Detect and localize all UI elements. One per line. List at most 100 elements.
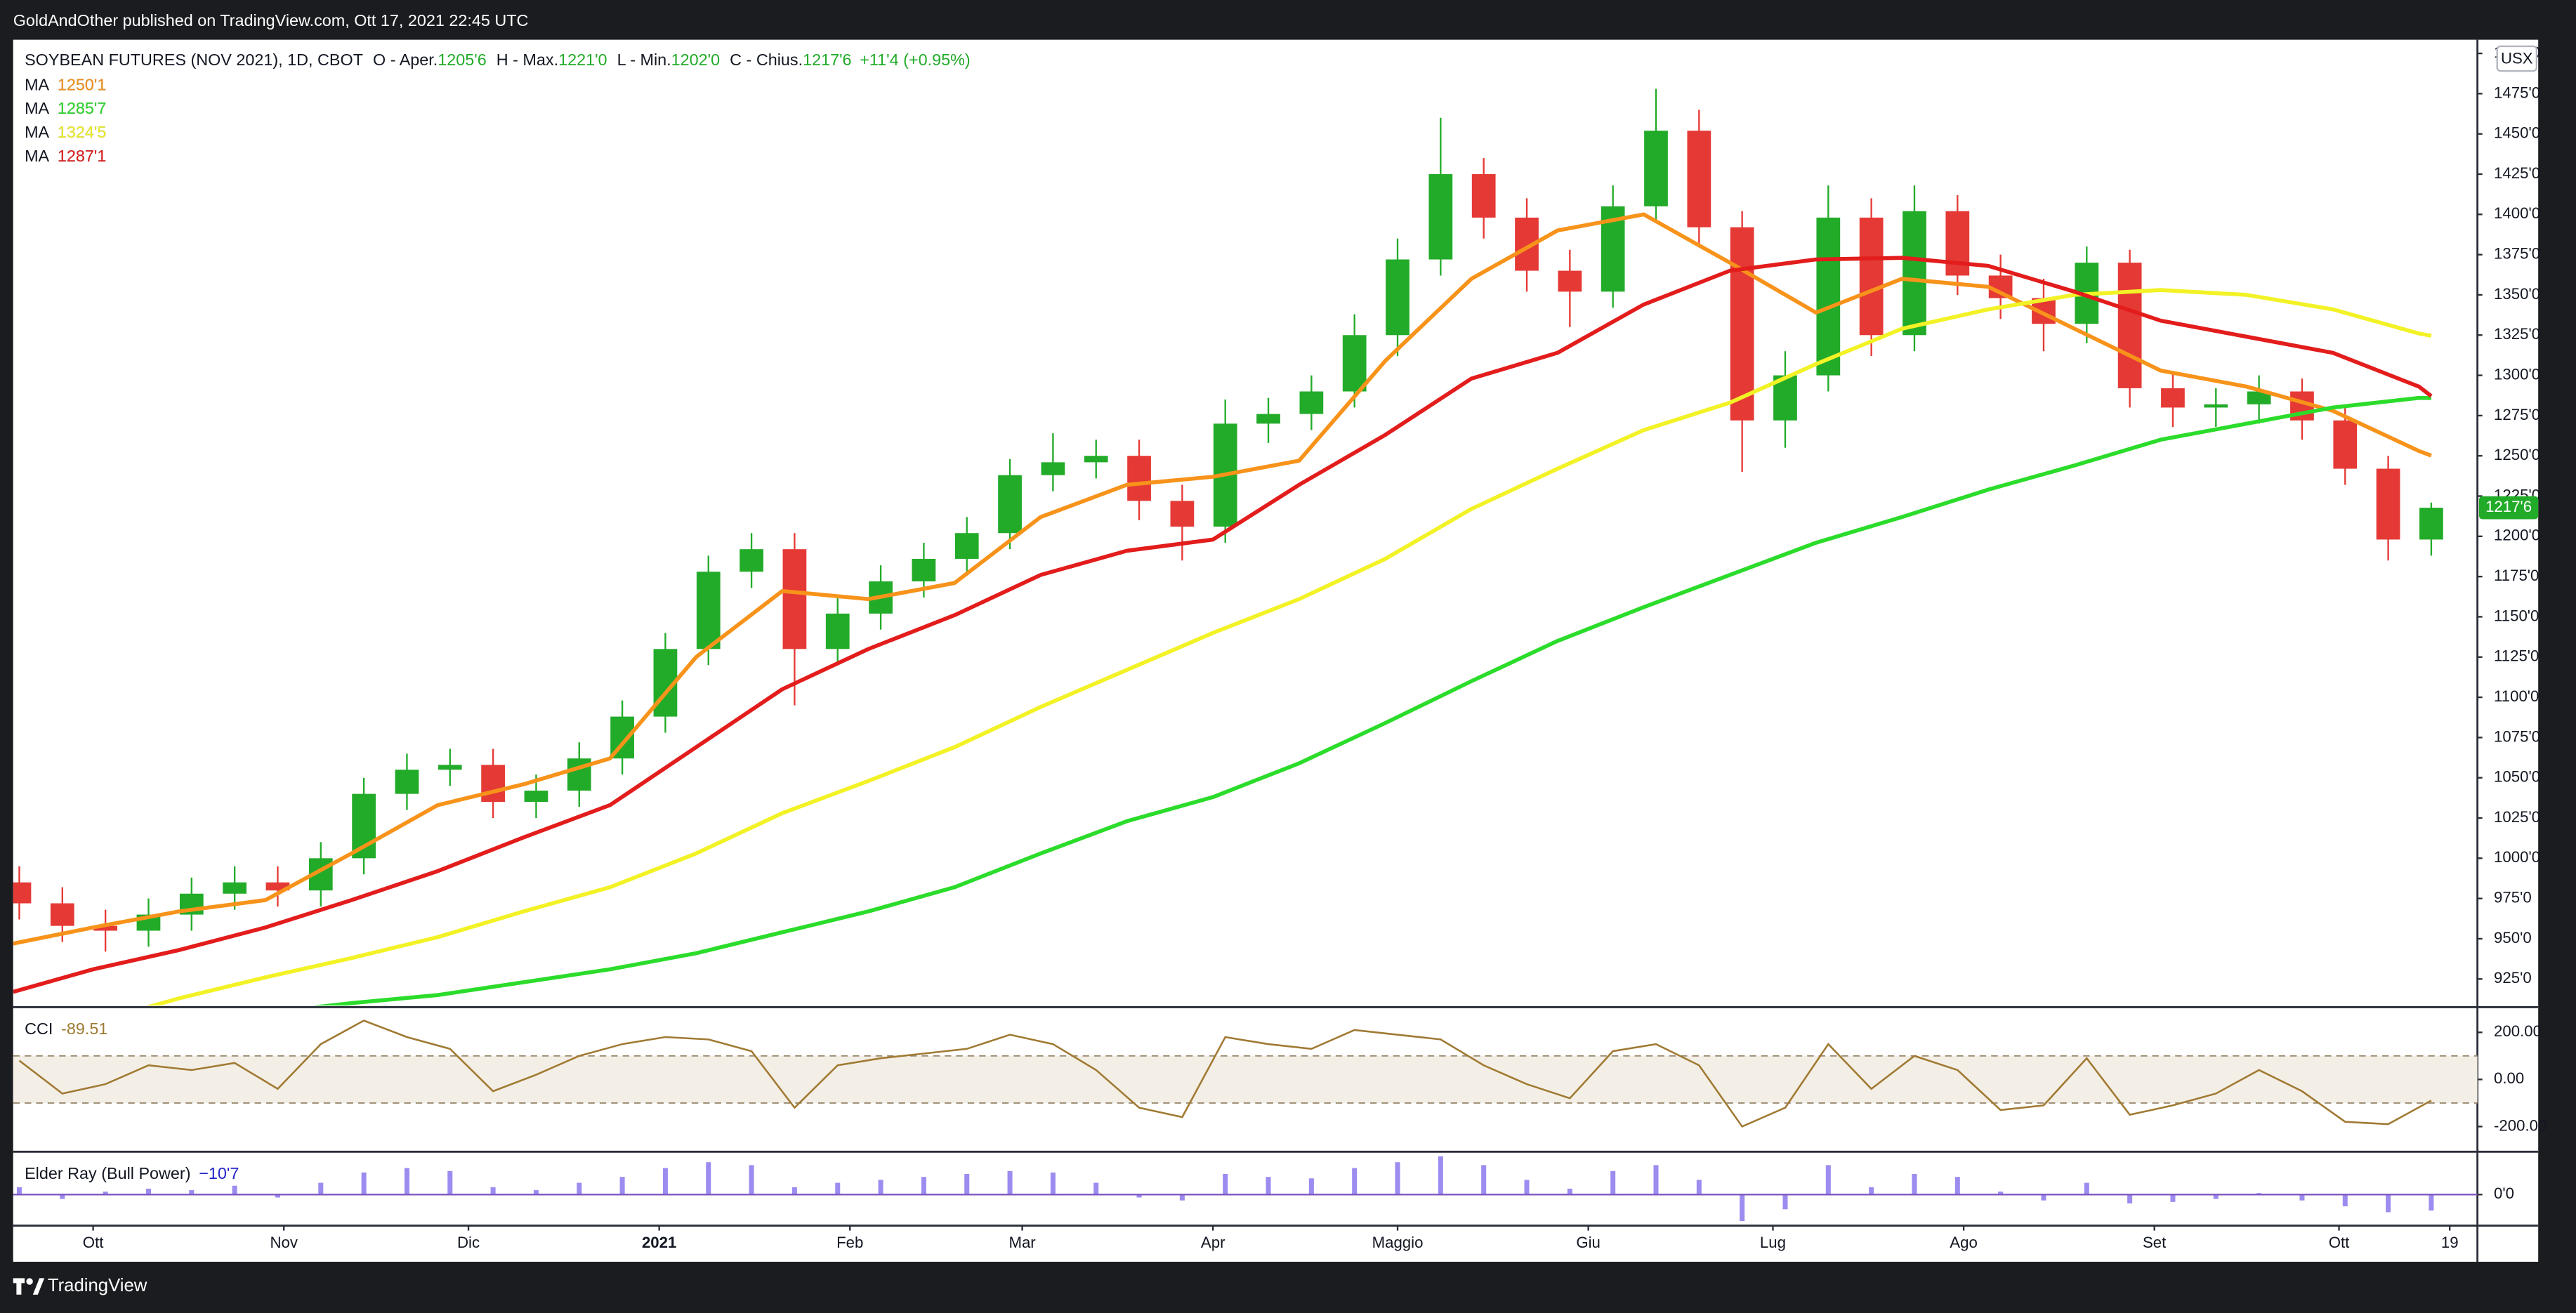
pane	[18, 1020, 2432, 1128]
currency-label: USX	[2501, 50, 2533, 67]
bull-power-bar	[2213, 1194, 2219, 1199]
bull-power-bar	[2084, 1182, 2089, 1195]
y-tick-label: 1450'0	[2494, 124, 2540, 142]
y-tick-label: 1300'0	[2494, 365, 2540, 383]
elder-legend: Elder Ray (Bull Power) −10'7	[25, 1164, 239, 1182]
candle-body	[696, 572, 721, 649]
y-tick-label: 1025'0	[2494, 808, 2540, 826]
bull-power-bar	[749, 1165, 754, 1195]
ma-legend-value: 1324'5	[58, 123, 106, 141]
ma-legend-value: 1285'7	[58, 99, 106, 117]
x-tick-label: Maggio	[1372, 1234, 1424, 1251]
y-tick-label: 0.00	[2494, 1069, 2524, 1087]
bull-power-bar	[2127, 1194, 2133, 1203]
bull-power-bar	[1869, 1187, 1874, 1195]
bull-power-bar	[835, 1182, 841, 1195]
ohlc-name: O - Aper.	[373, 51, 438, 69]
elder-value: −10'7	[199, 1164, 239, 1182]
y-tick-label: 200.00	[2494, 1022, 2542, 1040]
y-tick-label: 1125'0	[2494, 647, 2539, 665]
y-tick-label: 925'0	[2494, 969, 2532, 987]
bull-power-bar	[1998, 1192, 2004, 1195]
elder-title: Elder Ray (Bull Power)	[25, 1164, 190, 1182]
candle-body	[1342, 335, 1367, 392]
y-tick-label: 1050'0	[2494, 768, 2540, 786]
bull-power-bar	[275, 1194, 280, 1198]
candle-body	[2333, 420, 2358, 469]
cci-legend: CCI -89.51	[25, 1020, 107, 1038]
pane	[13, 88, 2443, 1006]
candle-body	[954, 533, 979, 559]
bull-power-bar	[145, 1188, 151, 1195]
bull-power-bar	[1438, 1156, 1443, 1195]
x-tick-label: Apr	[1201, 1234, 1225, 1251]
bull-power-bar	[2170, 1194, 2176, 1202]
candle-body	[1256, 414, 1280, 424]
candle-body	[740, 549, 763, 572]
candle-body	[1945, 211, 1970, 276]
x-tick-label: Lug	[1760, 1234, 1786, 1251]
bull-power-bar	[1782, 1194, 1788, 1210]
symbol: SOYBEAN FUTURES (NOV 2021), 1D, CBOT	[25, 51, 363, 69]
last-price-tag	[2478, 496, 2539, 520]
candle-body	[825, 613, 850, 649]
footer-logo	[13, 1278, 45, 1295]
bull-power-bar	[2386, 1194, 2391, 1213]
bull-power-bar	[577, 1182, 582, 1195]
bull-power-bar	[318, 1182, 324, 1195]
y-tick-label: 1075'0	[2494, 727, 2540, 745]
x-tick-label: Set	[2143, 1234, 2167, 1251]
y-tick-label: 1400'0	[2494, 204, 2540, 222]
candle-body	[2204, 404, 2228, 408]
candle-body	[1127, 456, 1151, 501]
bull-power-bar	[490, 1187, 496, 1195]
candle-body	[1299, 391, 1324, 414]
candle-body	[782, 549, 807, 649]
bull-power-bar	[60, 1194, 65, 1199]
candle-body	[2117, 263, 2142, 388]
bull-power-bar	[447, 1170, 453, 1195]
y-tick-label: 1475'0	[2494, 84, 2540, 101]
candle-body	[395, 770, 419, 794]
ohlc-value: 1217'6	[803, 51, 851, 69]
bull-power-bar	[1481, 1165, 1487, 1195]
x-tick-label: Mar	[1008, 1234, 1036, 1251]
candle-body	[524, 791, 548, 803]
candle-body	[1730, 227, 1754, 421]
change: +11'4 (+0.95%)	[860, 51, 970, 69]
bull-power-bar	[1007, 1170, 1013, 1195]
bull-power-bar	[1093, 1182, 1099, 1195]
bull-power-bar	[189, 1190, 195, 1195]
cci-band	[13, 1055, 2478, 1103]
bull-power-bar	[1954, 1177, 1960, 1195]
candle-body	[13, 882, 32, 904]
candle-body	[2376, 468, 2400, 540]
bull-power-bar	[1266, 1177, 1271, 1195]
bull-power-bar	[103, 1192, 108, 1195]
ohlc-value: 1221'0	[558, 51, 607, 69]
bull-power-bar	[1179, 1194, 1185, 1201]
bull-power-bar	[2299, 1194, 2305, 1201]
x-tick-label: 2021	[642, 1234, 676, 1251]
moving-average	[13, 212, 2432, 946]
candle-body	[2161, 388, 2185, 408]
moving-average	[312, 395, 2431, 1006]
currency-box[interactable]	[2496, 45, 2538, 72]
x-tick-label: Dic	[457, 1234, 480, 1251]
x-tick-label: Ago	[1950, 1234, 1978, 1251]
candle-body	[1428, 174, 1453, 260]
cci-title: CCI	[25, 1020, 53, 1038]
bull-power-bar	[2429, 1194, 2434, 1211]
bull-power-bar	[1610, 1170, 1616, 1195]
y-tick-label: 950'0	[2494, 929, 2532, 946]
bull-power-bar	[361, 1172, 367, 1195]
candle-body	[481, 765, 505, 803]
candle-body	[998, 475, 1022, 534]
ma-legend-value: 1250'1	[58, 75, 106, 93]
ohlc-value: 1202'0	[671, 51, 720, 69]
x-tick-label: Ott	[2329, 1234, 2350, 1251]
y-tick-label: 1250'0	[2494, 446, 2540, 463]
bull-power-bar	[404, 1168, 409, 1195]
candle-body	[912, 558, 936, 582]
